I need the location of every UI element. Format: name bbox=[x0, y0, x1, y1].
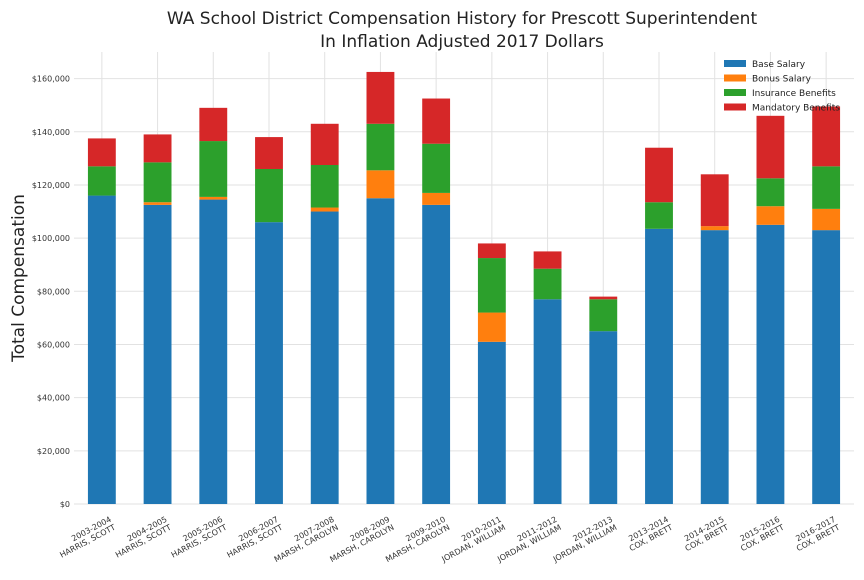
bar-base-salary bbox=[700, 230, 729, 504]
bar-base-salary bbox=[589, 331, 618, 504]
bar-insurance-benefits bbox=[87, 166, 116, 196]
bar-mandatory-benefits bbox=[199, 107, 228, 142]
x-tick-labels: 2003-2004HARRIS, SCOTT 2004-2005HARRIS, S… bbox=[54, 515, 842, 565]
bar-base-salary bbox=[366, 198, 395, 504]
x-tick-label: 2016-2017COX, BRETT bbox=[791, 515, 842, 553]
bar-insurance-benefits bbox=[310, 165, 339, 208]
bar-insurance-benefits bbox=[645, 202, 673, 229]
bar-base-salary bbox=[87, 195, 116, 504]
y-tick-label: $140,000 bbox=[32, 128, 70, 137]
chart-title: WA School District Compensation History … bbox=[167, 9, 758, 29]
bar-insurance-benefits bbox=[477, 258, 506, 313]
bar-mandatory-benefits bbox=[87, 138, 116, 167]
bar-mandatory-benefits bbox=[143, 134, 172, 163]
bar-mandatory-benefits bbox=[310, 123, 339, 165]
bar-base-salary bbox=[199, 199, 228, 505]
bar-base-salary bbox=[645, 228, 673, 504]
y-tick-label: $20,000 bbox=[37, 447, 70, 456]
legend-swatch bbox=[724, 89, 746, 96]
bar-base-salary bbox=[255, 222, 283, 504]
bar-mandatory-benefits bbox=[756, 115, 785, 179]
bar-bonus-salary bbox=[199, 196, 228, 200]
legend-label: Mandatory Benefits bbox=[752, 104, 840, 114]
bar-mandatory-benefits bbox=[812, 106, 841, 167]
bar-insurance-benefits bbox=[143, 162, 172, 203]
x-tick-label: 2006-2007HARRIS, SCOTT bbox=[221, 515, 284, 560]
bar-insurance-benefits bbox=[533, 268, 562, 300]
x-tick-label: 2015-2016COX, BRETT bbox=[735, 515, 786, 553]
bar-insurance-benefits bbox=[589, 299, 618, 332]
x-tick-label: 2003-2004HARRIS, SCOTT bbox=[54, 515, 117, 560]
bar-bonus-salary bbox=[366, 170, 395, 199]
x-tick-label: 2005-2006HARRIS, SCOTT bbox=[165, 515, 228, 560]
bar-bonus-salary bbox=[143, 202, 172, 205]
bar-base-salary bbox=[477, 341, 506, 504]
bar-insurance-benefits bbox=[199, 141, 228, 197]
bar-bonus-salary bbox=[310, 207, 339, 212]
bar-mandatory-benefits bbox=[700, 174, 729, 227]
legend-label: Insurance Benefits bbox=[752, 89, 836, 99]
bar-bonus-salary bbox=[422, 192, 451, 205]
y-tick-labels: $0 $20,000 $40,000 $60,000 $80,000 $100,000 $1… bbox=[32, 75, 70, 509]
legend-swatch bbox=[724, 74, 746, 82]
bar-bonus-salary bbox=[700, 226, 729, 231]
y-tick-label: $80,000 bbox=[37, 287, 70, 296]
bar-base-salary bbox=[143, 204, 172, 504]
y-tick-label: $120,000 bbox=[32, 181, 70, 190]
bar-insurance-benefits bbox=[366, 123, 395, 171]
bar-base-salary bbox=[812, 230, 841, 504]
bar-bonus-salary bbox=[477, 312, 506, 342]
bar-bonus-salary bbox=[756, 206, 785, 225]
bar-base-salary bbox=[533, 299, 562, 504]
y-tick-label: $40,000 bbox=[37, 394, 70, 403]
bar-insurance-benefits bbox=[812, 166, 841, 209]
legend-swatch bbox=[724, 60, 746, 67]
plot-area bbox=[74, 52, 854, 504]
bar-mandatory-benefits bbox=[533, 251, 562, 269]
bar-mandatory-benefits bbox=[366, 71, 395, 124]
legend-label: Base Salary bbox=[752, 60, 806, 70]
bar-insurance-benefits bbox=[756, 178, 785, 207]
legend: Base Salary Bonus Salary Insurance Benefit… bbox=[724, 60, 840, 114]
x-tick-label: 2014-2015COX, BRETT bbox=[679, 515, 730, 553]
y-axis-label: Total Compensation bbox=[9, 194, 29, 363]
bar-base-salary bbox=[756, 224, 785, 504]
bar-insurance-benefits bbox=[422, 143, 451, 193]
legend-label: Bonus Salary bbox=[752, 75, 812, 85]
y-tick-label: $60,000 bbox=[37, 340, 70, 349]
bar-mandatory-benefits bbox=[422, 98, 451, 144]
bar-mandatory-benefits bbox=[589, 296, 618, 300]
bar-mandatory-benefits bbox=[645, 147, 673, 203]
legend-swatch bbox=[724, 103, 746, 111]
bar-mandatory-benefits bbox=[477, 243, 506, 259]
bar-bonus-salary bbox=[812, 208, 841, 231]
bar-base-salary bbox=[310, 211, 339, 504]
x-tick-label: 2013-2014COX, BRETT bbox=[624, 515, 675, 553]
bar-base-salary bbox=[422, 204, 451, 504]
x-tick-label: 2004-2005HARRIS, SCOTT bbox=[110, 515, 173, 560]
bar-mandatory-benefits bbox=[255, 137, 283, 169]
y-tick-label: $0 bbox=[60, 500, 70, 509]
bars bbox=[87, 71, 841, 505]
bar-insurance-benefits bbox=[255, 168, 283, 223]
y-tick-label: $100,000 bbox=[32, 234, 70, 243]
y-tick-label: $160,000 bbox=[32, 75, 70, 84]
chart-subtitle: In Inflation Adjusted 2017 Dollars bbox=[320, 32, 604, 52]
